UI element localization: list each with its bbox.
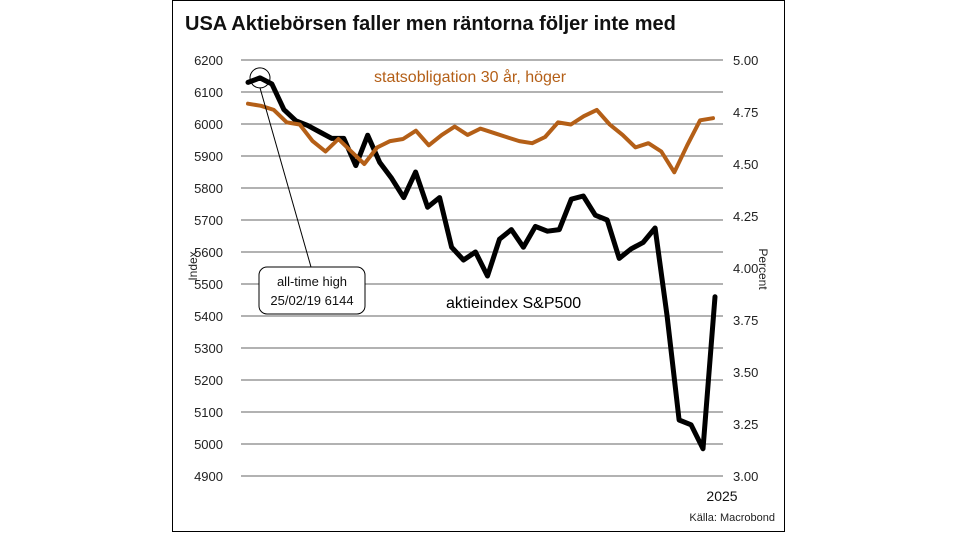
sp500-line [245,75,718,452]
y-left-tick-label: 5300 [194,341,223,356]
y-right-tick-label: 3.50 [733,365,758,380]
y-left-tick-label: 5100 [194,405,223,420]
y-left-tick-label: 6100 [194,85,223,100]
y-right-tick-label: 4.50 [733,157,758,172]
all-time-high-annotation: all-time high 25/02/19 6144 [249,67,366,315]
chart-frame: USA Aktiebörsen faller men räntorna följ… [172,0,785,532]
y-left-tick-label: 6000 [194,117,223,132]
y-right-tick-label: 5.00 [733,53,758,68]
ath-text-line1: all-time high [277,274,347,289]
y-right-tick-label: 3.25 [733,417,758,432]
y-left-tick-label: 5500 [194,277,223,292]
y-right-tick-label: 4.75 [733,105,758,120]
chart-title: USA Aktiebörsen faller men räntorna följ… [185,13,676,35]
line-chart: USA Aktiebörsen faller men räntorna följ… [185,13,775,524]
left-axis-ticks: 6200 6100 6000 5900 5800 5700 5600 5500 5400 5300… [194,53,223,484]
ath-text-line2: 25/02/19 6144 [270,293,353,308]
source-note: Källa: Macrobond [689,512,775,524]
y-right-tick-label: 4.25 [733,209,758,224]
right-axis-ticks: 5.00 4.75 4.50 4.25 4.00 3.75 3.50 3.25 3.00 [733,53,758,484]
y-left-tick-label: 5200 [194,373,223,388]
bond-series-label: statsobligation 30 år, höger [374,68,567,86]
y-left-tick-label: 4900 [194,469,223,484]
y-left-tick-label: 5400 [194,309,223,324]
y-left-tick-label: 5600 [194,245,223,260]
sp500-series-label: aktieindex S&P500 [446,295,581,312]
y-left-tick-label: 5000 [194,437,223,452]
y-right-tick-label: 3.75 [733,313,758,328]
gridlines [241,59,723,477]
y-left-tick-label: 6200 [194,53,223,68]
x-axis-year-label: 2025 [706,488,737,504]
y-right-tick-label: 4.00 [733,261,758,276]
ath-callout-box [258,266,366,315]
bond-yield-line [246,101,715,175]
y-left-tick-label: 5700 [194,213,223,228]
y-axis-right-label: Percent [756,248,770,290]
y-left-tick-label: 5900 [194,149,223,164]
ath-leader-line [259,87,312,268]
y-left-tick-label: 5800 [194,181,223,196]
y-right-tick-label: 3.00 [733,469,758,484]
series-layer [245,75,718,452]
y-axis-left-label: Index [186,251,200,280]
